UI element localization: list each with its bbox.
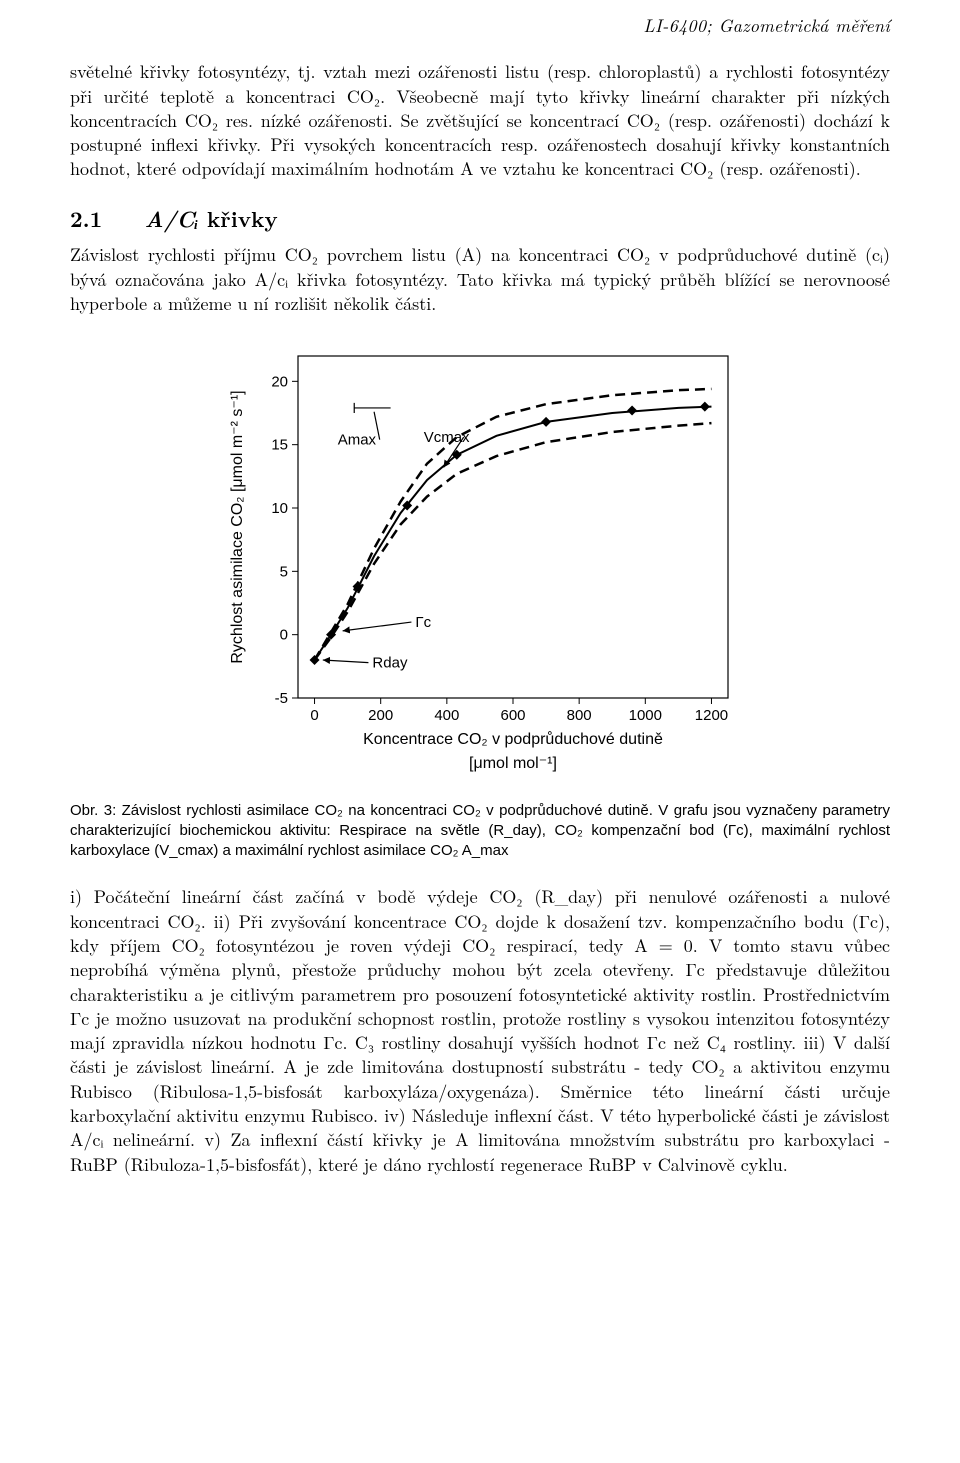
svg-text:600: 600 — [500, 707, 525, 724]
svg-text:1200: 1200 — [695, 707, 728, 724]
svg-text:0: 0 — [310, 707, 318, 724]
svg-text:5: 5 — [280, 564, 288, 581]
section-word: křivky — [207, 203, 278, 234]
svg-text:Koncentrace CO₂ v podprůduchov: Koncentrace CO₂ v podprůduchové dutině — [363, 730, 663, 748]
figure-3: 0 200 400 600 800 1000 1200 -5 0 5 10 15 20 Koncentra… — [70, 346, 890, 782]
svg-text:1000: 1000 — [629, 707, 662, 724]
svg-text:800: 800 — [567, 707, 592, 724]
section-number: 2.1 — [70, 203, 102, 234]
svg-text:15: 15 — [271, 437, 288, 454]
paragraph-2: Závislost rychlosti příjmu CO₂ povrchem … — [70, 243, 890, 316]
aci-curve-chart: 0 200 400 600 800 1000 1200 -5 0 5 10 15 20 Koncentra… — [220, 346, 740, 776]
svg-text:200: 200 — [368, 707, 393, 724]
running-header: LI-6400; Gazometrická měření — [70, 0, 890, 60]
paragraph-3: i) Počáteční lineární část začíná v bodě… — [70, 885, 890, 1177]
section-math: A/Cᵢ — [144, 202, 198, 234]
svg-text:10: 10 — [271, 500, 288, 517]
svg-text:-5: -5 — [275, 690, 288, 707]
svg-text:Γc: Γc — [415, 614, 431, 631]
figure-3-caption: Obr. 3: Závislost rychlosti asimilace CO… — [70, 801, 890, 862]
svg-text:20: 20 — [271, 374, 288, 391]
svg-text:Rday: Rday — [372, 655, 408, 672]
paragraph-1: světelné křivky fotosyntézy, tj. vztah m… — [70, 60, 890, 181]
svg-text:Amax: Amax — [338, 432, 377, 449]
svg-text:0: 0 — [280, 627, 288, 644]
svg-text:[μmol mol⁻¹]: [μmol mol⁻¹] — [469, 755, 557, 772]
svg-text:Rychlost asimilace CO₂ [μmol m: Rychlost asimilace CO₂ [μmol m⁻² s⁻¹] — [229, 391, 246, 664]
section-heading: 2.1 A/Cᵢ křivky — [70, 204, 890, 234]
svg-text:400: 400 — [434, 707, 459, 724]
